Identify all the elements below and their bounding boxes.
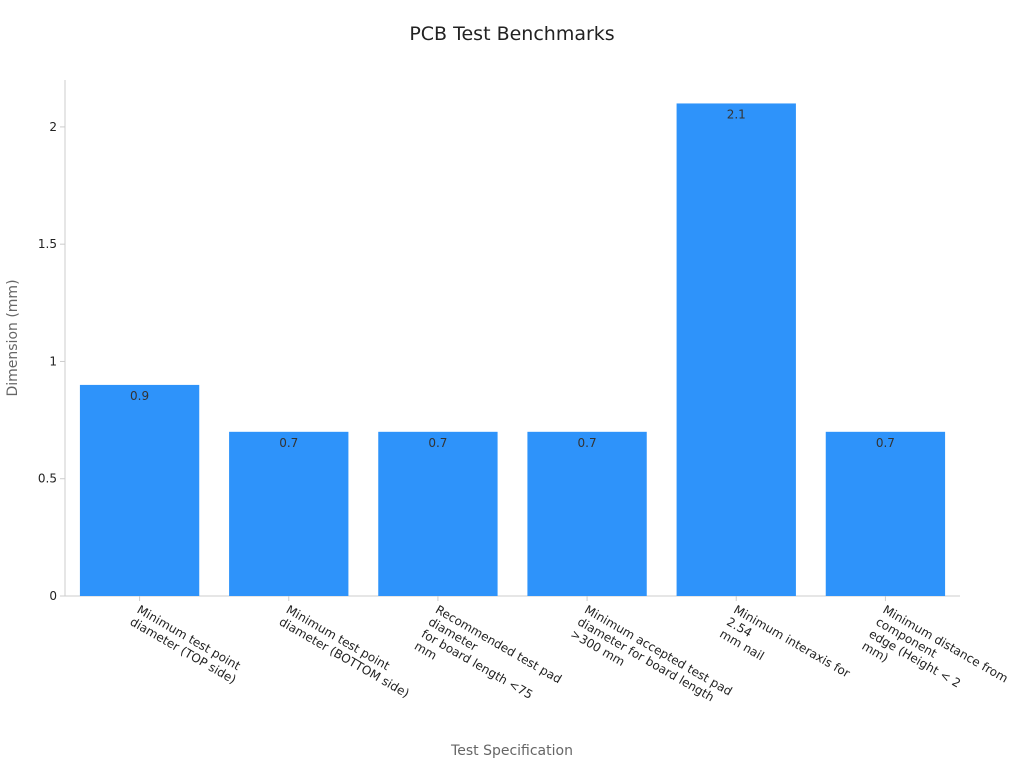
value-label: 0.7: [279, 436, 298, 450]
y-axis-label: Dimension (mm): [5, 279, 21, 396]
y-tick-label: 0.5: [38, 472, 57, 486]
x-axis-label: Test Specification: [450, 743, 573, 759]
bar: [229, 431, 349, 596]
x-tick-label-line: diameter for board length: [575, 615, 716, 705]
value-label: 0.7: [428, 436, 447, 450]
value-label: 2.1: [727, 107, 746, 121]
y-tick-label: 2: [49, 120, 57, 134]
chart-title: PCB Test Benchmarks: [409, 23, 614, 45]
value-label: 0.7: [876, 436, 895, 450]
value-label: 0.9: [130, 389, 149, 403]
bar: [378, 431, 498, 596]
value-label: 0.7: [578, 436, 597, 450]
bar: [676, 103, 796, 597]
y-tick-label: 0: [49, 589, 57, 603]
bar: [79, 384, 200, 596]
x-tick-label-line: diameter (BOTTOM side): [277, 615, 412, 701]
y-tick-label: 1.5: [38, 237, 57, 251]
y-tick-label: 1: [49, 354, 57, 368]
bar: [527, 431, 647, 596]
bar: [825, 431, 946, 596]
